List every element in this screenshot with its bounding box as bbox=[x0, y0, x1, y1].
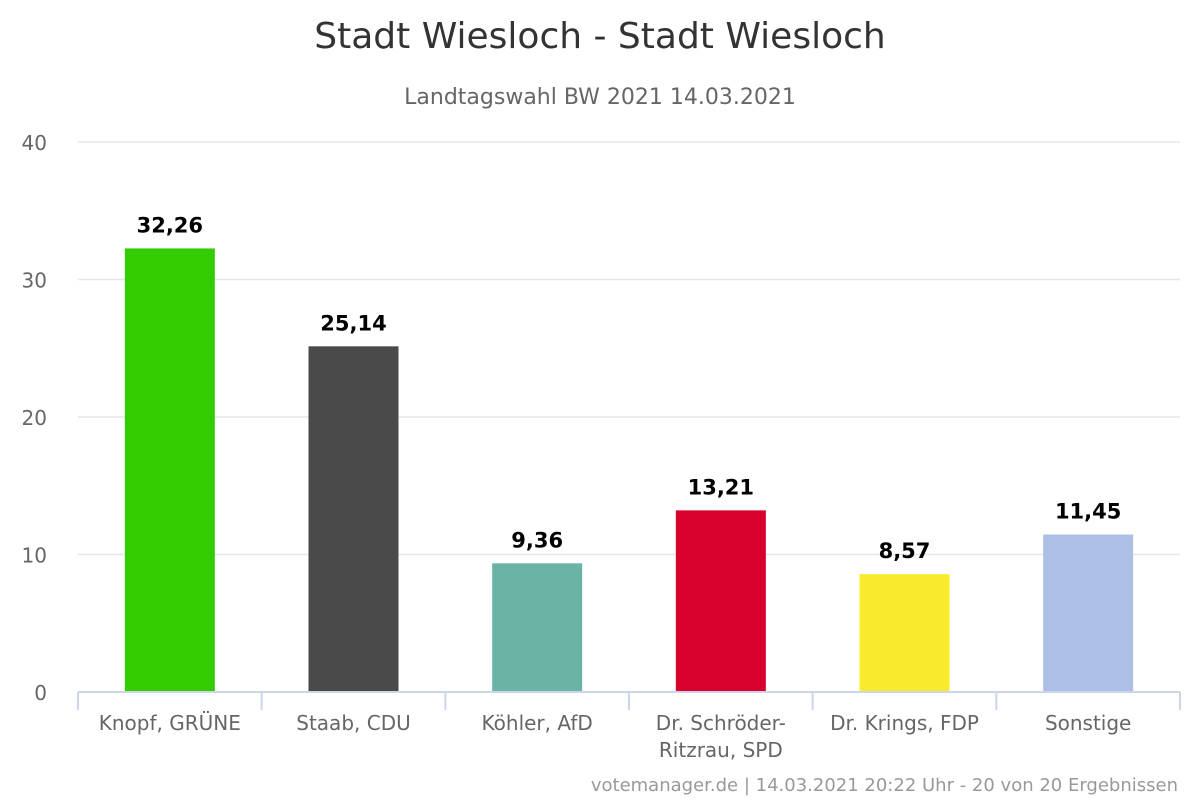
gridlines bbox=[78, 141, 1180, 556]
bar[interactable] bbox=[1043, 534, 1134, 692]
bar[interactable] bbox=[308, 346, 399, 692]
x-axis-labels: Knopf, GRÜNE Staab, CDU Köhler, AfD Dr. Sch… bbox=[99, 711, 1132, 762]
x-category-label: Dr. Schröder-Ritzrau, SPD bbox=[656, 711, 786, 762]
bar[interactable] bbox=[675, 510, 766, 692]
y-tick-label: 10 bbox=[22, 544, 47, 568]
chart-subtitle: Landtagswahl BW 2021 14.03.2021 bbox=[404, 85, 796, 110]
y-tick-label: 0 bbox=[34, 681, 47, 705]
y-tick-label: 30 bbox=[22, 269, 47, 293]
bar-value-label: 9,36 bbox=[511, 528, 563, 552]
bar-value-label: 25,14 bbox=[320, 311, 386, 335]
bar-value-label: 13,21 bbox=[688, 475, 754, 499]
bar[interactable] bbox=[859, 574, 950, 692]
bar-value-label: 32,26 bbox=[137, 213, 203, 237]
y-axis-ticks: 0 10 20 30 40 bbox=[22, 131, 47, 705]
data-labels: 32,26 25,14 9,36 13,21 8,57 11,45 bbox=[137, 213, 1122, 563]
x-category-label: Knopf, GRÜNE bbox=[99, 711, 241, 735]
x-category-label: Staab, CDU bbox=[296, 711, 410, 735]
bar-value-label: 11,45 bbox=[1055, 500, 1121, 524]
y-tick-label: 20 bbox=[22, 406, 47, 430]
bar[interactable] bbox=[492, 563, 583, 692]
bars bbox=[124, 248, 1134, 693]
chart-title: Stadt Wiesloch - Stadt Wiesloch bbox=[314, 16, 885, 57]
y-tick-label: 40 bbox=[22, 131, 47, 155]
x-category-label: Sonstige bbox=[1045, 711, 1131, 735]
x-category-label: Dr. Krings, FDP bbox=[830, 711, 979, 735]
x-axis bbox=[77, 691, 1181, 710]
chart-credits: votemanager.de | 14.03.2021 20:22 Uhr - … bbox=[591, 775, 1178, 796]
bar-value-label: 8,57 bbox=[879, 539, 931, 563]
x-category-label: Köhler, AfD bbox=[482, 711, 593, 735]
bar[interactable] bbox=[124, 248, 215, 693]
